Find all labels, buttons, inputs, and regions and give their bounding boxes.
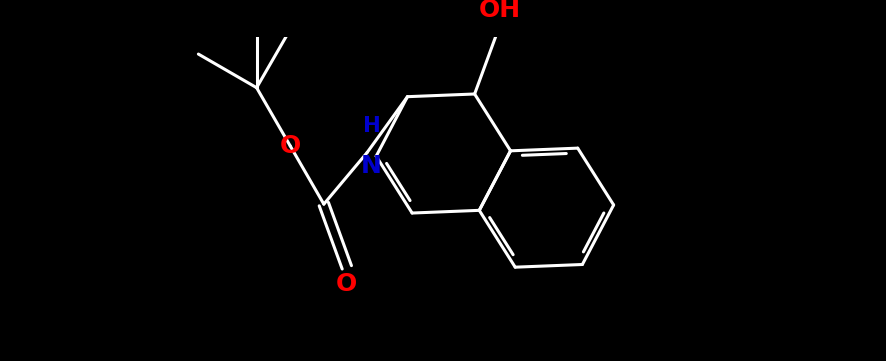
Text: OH: OH [478,0,520,22]
Text: O: O [336,272,357,296]
Text: N: N [361,155,382,178]
Text: H: H [362,117,380,136]
Text: O: O [279,134,300,158]
